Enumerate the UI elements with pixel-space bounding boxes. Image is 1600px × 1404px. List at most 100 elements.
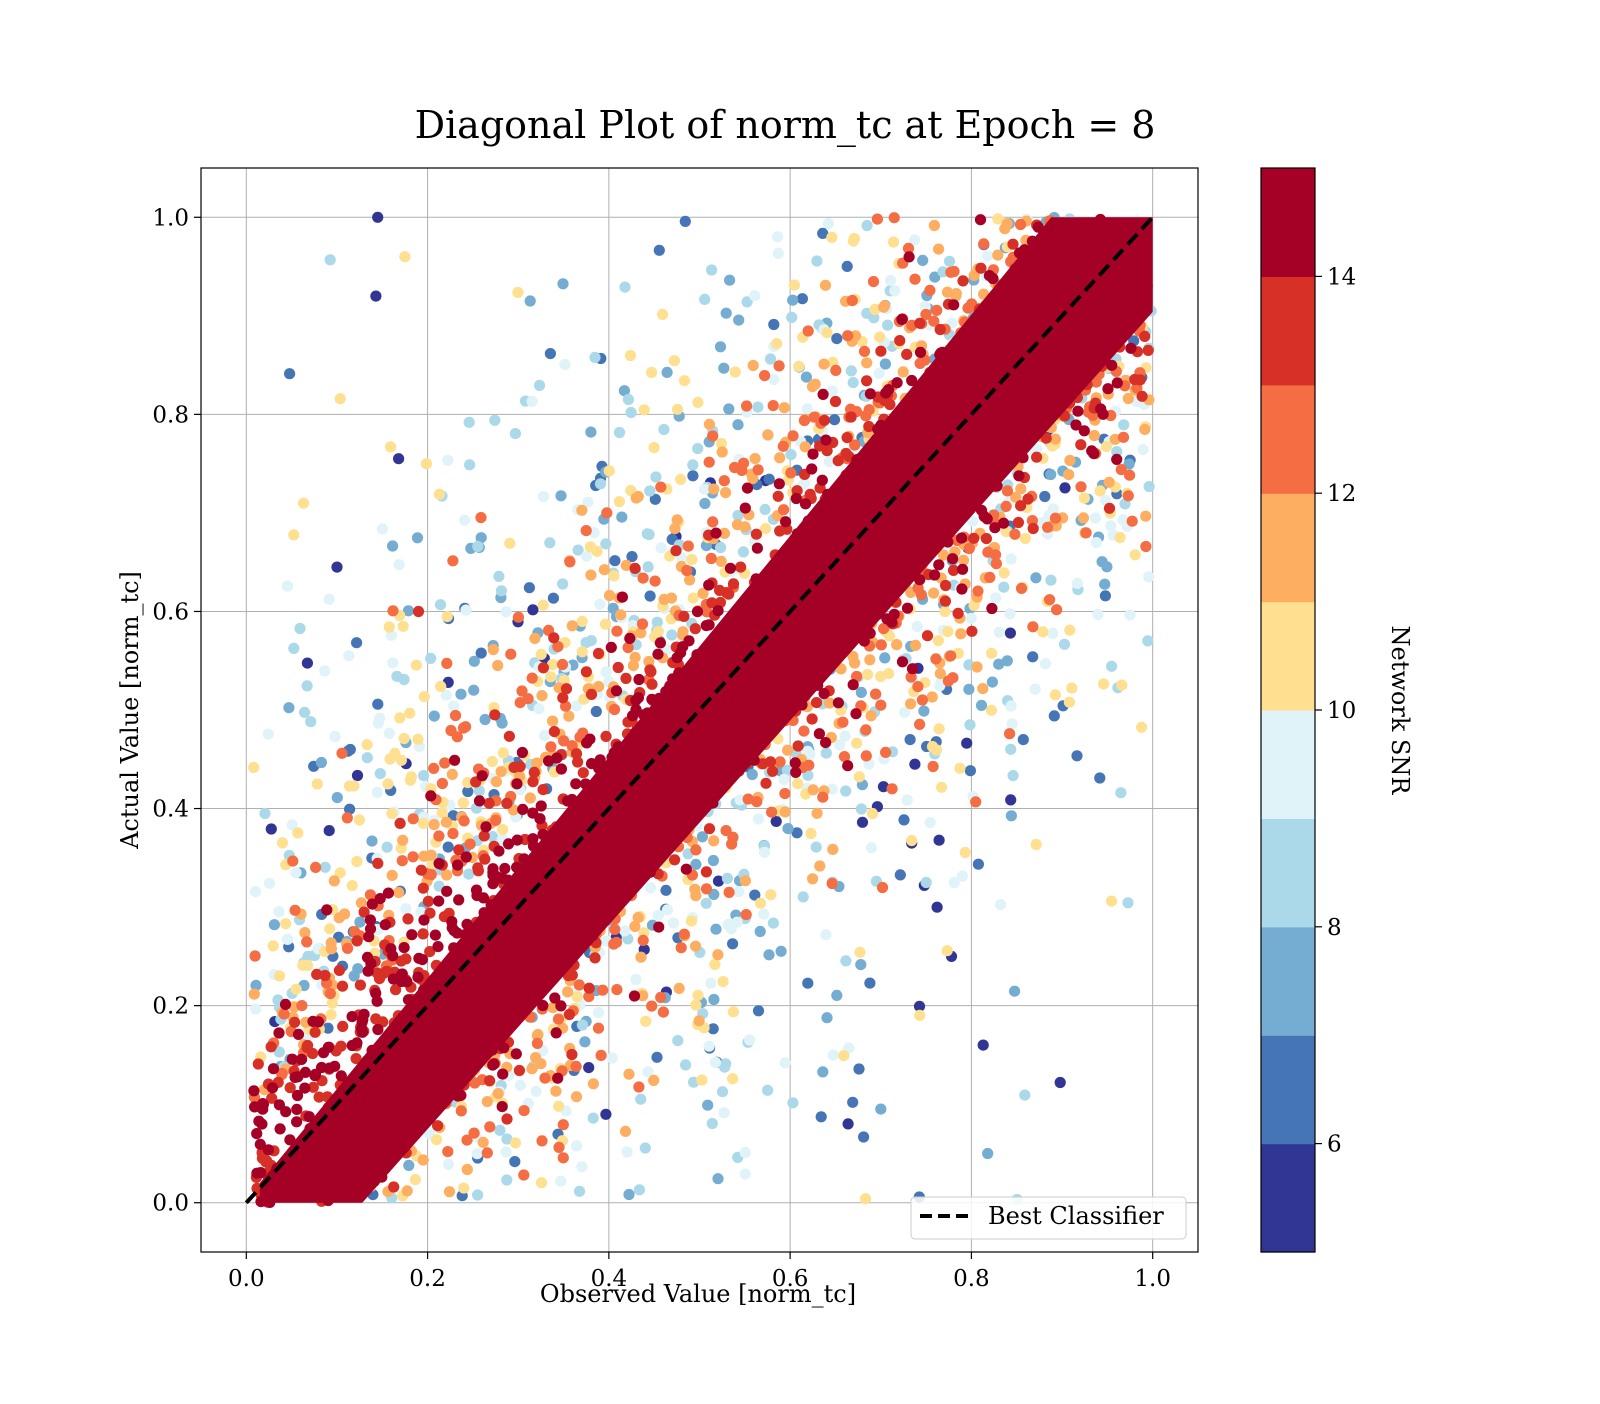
scatter-point [514, 760, 526, 773]
scatter-point [931, 304, 943, 316]
scatter-point [633, 1184, 646, 1196]
colorbar: 6 8 10 12 14 [1260, 167, 1356, 1253]
scatter-point [831, 989, 843, 1002]
scatter-point [292, 827, 304, 839]
scatter-point [884, 398, 896, 411]
scatter-point [824, 697, 836, 709]
scatter-point [1070, 419, 1082, 431]
scatter-point [1094, 485, 1106, 497]
scatter-point [672, 1035, 684, 1047]
scatter-point [537, 784, 549, 796]
scatter-point [637, 990, 649, 1002]
scatter-point [570, 748, 583, 760]
scatter-point [289, 1071, 301, 1083]
scatter-point [459, 514, 471, 526]
scatter-point [644, 664, 656, 676]
scatter-point [727, 1073, 739, 1085]
scatter-point [789, 757, 801, 769]
scatter-point [411, 532, 424, 544]
scatter-point [980, 533, 993, 545]
scatter-point [513, 1064, 526, 1077]
scatter-point [649, 575, 661, 587]
scatter-point [699, 293, 711, 305]
scatter-point [703, 456, 715, 468]
scatter-point [464, 459, 476, 471]
scatter-point [387, 605, 399, 617]
scatter-point [759, 503, 771, 515]
scatter-point [1015, 582, 1028, 595]
scatter-point [932, 635, 945, 647]
scatter-point [758, 908, 770, 920]
scatter-point [590, 705, 602, 718]
scatter-point [968, 599, 980, 612]
scatter-point [361, 951, 374, 964]
legend-box [910, 1196, 1187, 1240]
scatter-point [503, 730, 515, 742]
scatter-point [928, 587, 940, 599]
scatter-point [1105, 520, 1117, 532]
scatter-point [620, 672, 632, 685]
scatter-point [936, 781, 948, 793]
scatter-point [975, 699, 988, 712]
scatter-point [855, 803, 868, 815]
scatter-point [322, 1022, 334, 1034]
scatter-point [431, 1134, 443, 1146]
scatter-point [648, 442, 660, 454]
scatter-point [897, 366, 909, 378]
scatter-point [952, 607, 964, 620]
scatter-point [746, 768, 758, 781]
scatter-point [927, 760, 939, 773]
scatter-point [536, 1135, 548, 1147]
legend[interactable]: Best Classifier [910, 1196, 1187, 1240]
scatter-point [1129, 549, 1141, 561]
scatter-point [399, 251, 411, 263]
scatter-point [292, 1028, 305, 1040]
scatter-point [826, 877, 838, 890]
scatter-point [846, 294, 858, 307]
scatter-point [495, 585, 507, 597]
scatter-point [600, 666, 612, 678]
scatter-point [1047, 627, 1059, 640]
scatter-point [718, 475, 730, 487]
scatter-point [547, 592, 560, 604]
scatter-point [802, 325, 814, 337]
scatter-point [646, 1000, 658, 1012]
scatter-point [484, 1121, 496, 1133]
scatter-point [492, 1088, 504, 1100]
scatter-point [683, 635, 695, 647]
scatter-point [278, 1008, 290, 1020]
scatter-point [449, 709, 462, 722]
scatter-point [548, 726, 561, 738]
scatter-point [595, 1049, 607, 1061]
scatter-point [1115, 787, 1127, 799]
scatter-point [354, 916, 366, 928]
scatter-point [651, 1051, 663, 1063]
scatter-point [573, 1185, 586, 1197]
scatter-point [747, 359, 759, 372]
scatter-point [334, 393, 346, 405]
scatter-point [855, 686, 867, 699]
x-tick-label: 0.6 [772, 1266, 809, 1292]
scatter-point [608, 570, 620, 582]
scatter-point [619, 281, 631, 293]
scatter-point [870, 688, 882, 700]
plot-frame [200, 167, 1199, 1253]
scatter-point [1042, 521, 1054, 533]
scatter-point [626, 551, 638, 563]
scatter-point [627, 660, 640, 672]
scatter-point [771, 338, 783, 350]
scatter-point [977, 1039, 989, 1051]
scatter-point [262, 1144, 274, 1156]
scatter-point [765, 889, 777, 901]
scatter-point [490, 776, 502, 788]
scatter-point [818, 414, 831, 426]
scatter-point [251, 1167, 263, 1179]
scatter-point [1142, 344, 1154, 356]
scatter-point [906, 834, 918, 847]
scatter-point [281, 580, 294, 592]
scatter-point [463, 868, 475, 880]
scatter-point [480, 821, 492, 833]
scatter-point [393, 886, 405, 899]
scatter-point [632, 692, 645, 704]
scatter-point [817, 227, 829, 239]
